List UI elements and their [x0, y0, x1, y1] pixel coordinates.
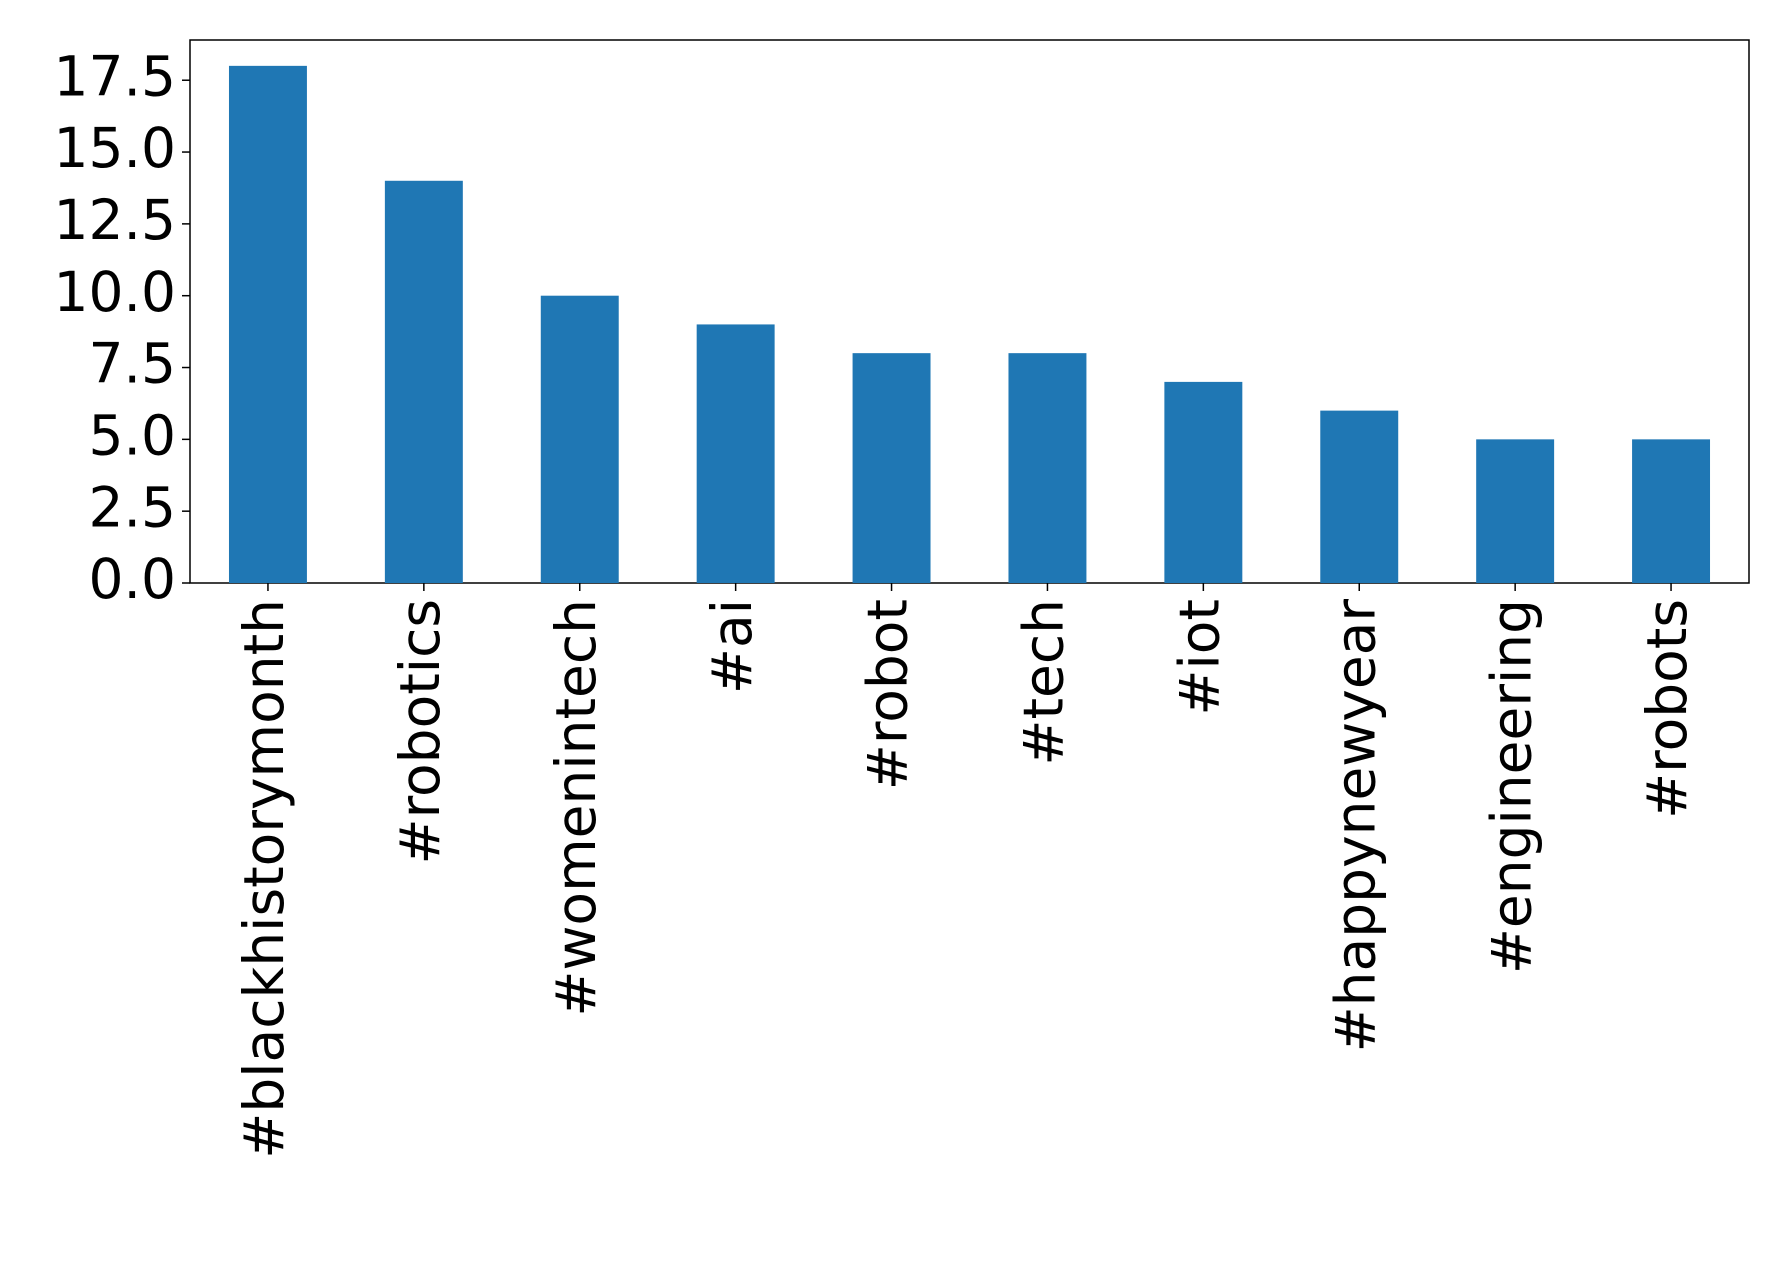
- y-tick-label: 0.0: [89, 547, 176, 611]
- y-tick-label: 2.5: [89, 475, 176, 539]
- x-tick-label: #robotics: [388, 599, 452, 864]
- x-tick-label: #robots: [1635, 599, 1699, 819]
- x-tick-label: #ai: [700, 599, 764, 694]
- bar: [384, 180, 463, 583]
- bar: [1164, 381, 1243, 583]
- y-tick-label: 15.0: [54, 116, 176, 180]
- x-tick-label: #happynewyear: [1323, 599, 1387, 1053]
- x-tick-label: #womenintech: [544, 599, 608, 1017]
- x-tick-label: #tech: [1012, 599, 1076, 766]
- x-tick-label: #blackhistorymonth: [232, 599, 296, 1159]
- y-tick-label: 17.5: [54, 44, 176, 108]
- x-tick-label: #robot: [856, 599, 920, 790]
- y-tick-label: 7.5: [89, 332, 176, 396]
- bar: [852, 353, 931, 583]
- plot-frame: [189, 39, 1750, 584]
- x-tick-label: #engineering: [1479, 599, 1543, 974]
- bar: [1320, 410, 1399, 583]
- bar: [228, 65, 307, 584]
- bar: [1476, 439, 1555, 583]
- bar: [696, 324, 775, 583]
- x-tick-label: #iot: [1167, 599, 1231, 716]
- bar: [1632, 439, 1711, 583]
- bar: [1008, 353, 1087, 583]
- y-tick-label: 12.5: [54, 188, 176, 252]
- y-tick-label: 10.0: [54, 260, 176, 324]
- bar: [540, 295, 619, 583]
- y-tick-label: 5.0: [89, 403, 176, 467]
